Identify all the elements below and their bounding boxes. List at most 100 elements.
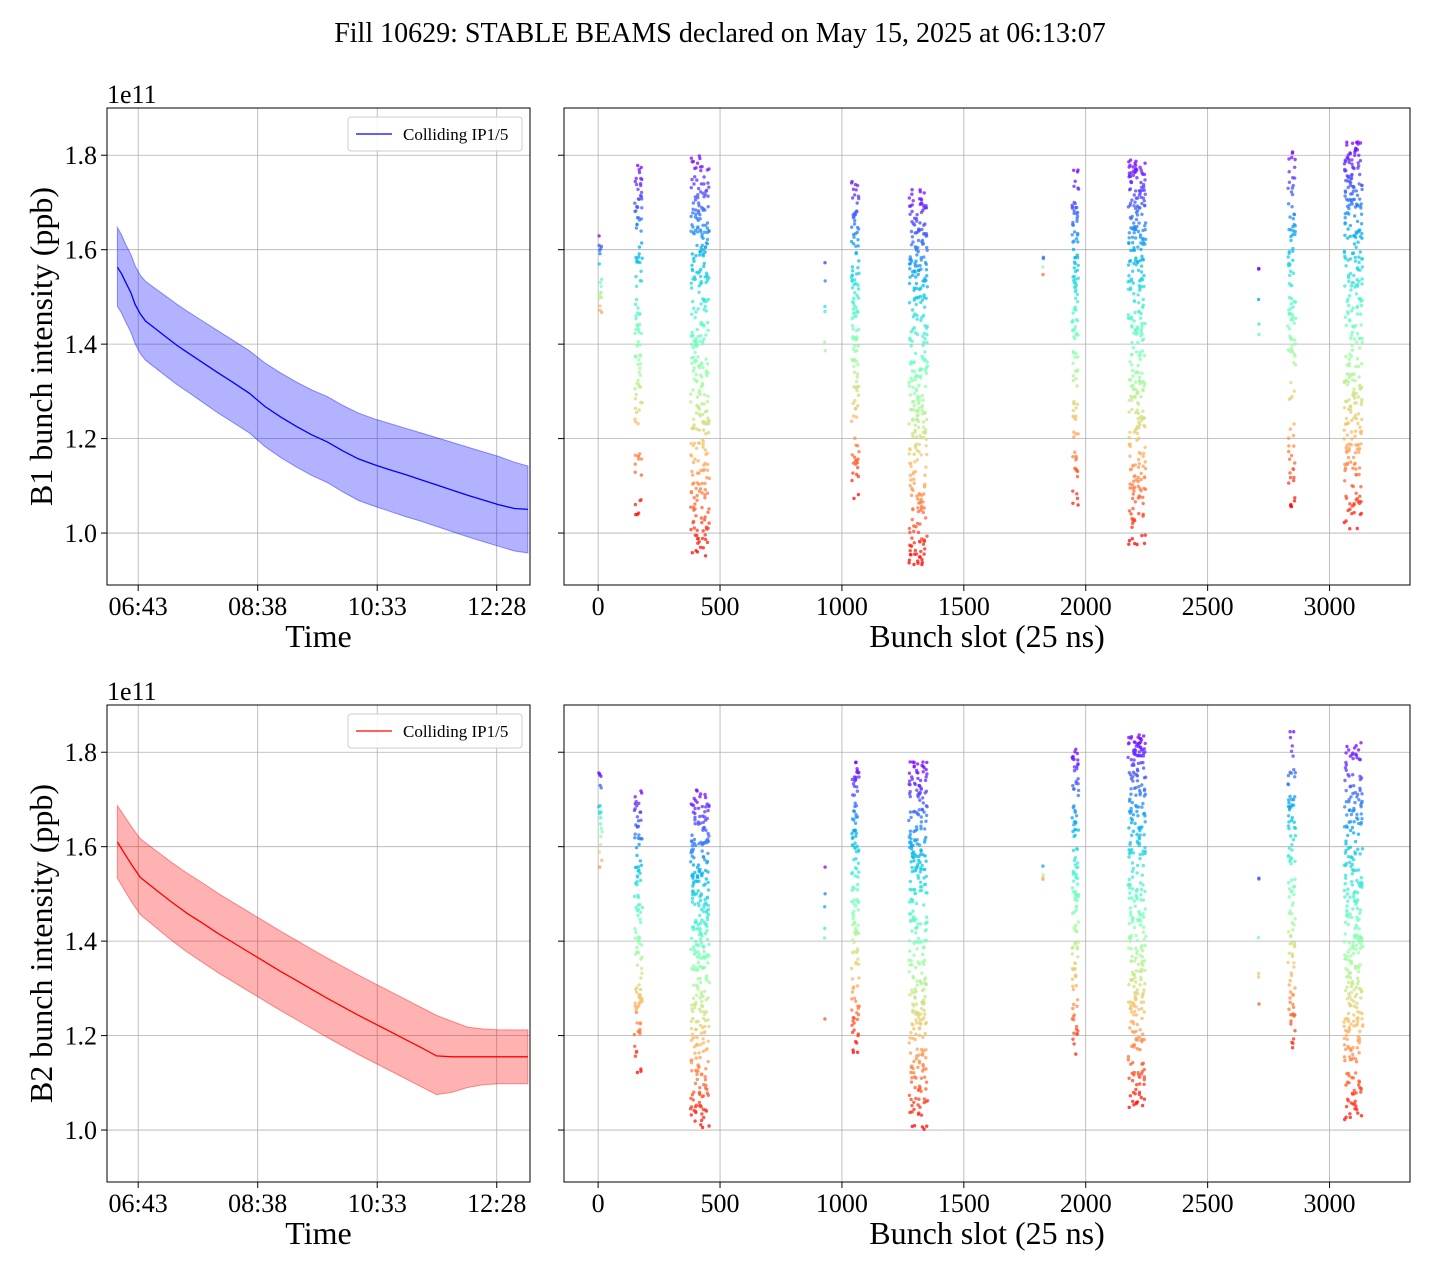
bunch-point bbox=[1356, 847, 1360, 851]
bunch-point bbox=[694, 254, 698, 258]
bunch-point bbox=[692, 259, 696, 263]
bunch-point bbox=[919, 1012, 923, 1016]
bunch-point bbox=[1127, 855, 1131, 859]
bunch-point bbox=[1139, 471, 1143, 476]
bunch-point bbox=[1041, 873, 1045, 877]
bunch-point bbox=[1143, 192, 1148, 196]
bunch-point bbox=[1345, 383, 1350, 387]
bunch-point bbox=[853, 398, 857, 403]
bunch-point bbox=[1142, 1097, 1147, 1101]
bunch-point bbox=[698, 1055, 702, 1060]
bunch-point bbox=[910, 963, 914, 967]
bunch-point bbox=[924, 819, 928, 823]
bunch-point bbox=[908, 832, 912, 837]
bunch-point bbox=[855, 375, 859, 379]
bunch-point bbox=[700, 1112, 704, 1116]
bunch-point bbox=[698, 487, 703, 491]
bunch-point bbox=[1138, 165, 1142, 169]
bunch-point bbox=[1288, 273, 1292, 278]
bunch-point bbox=[1134, 227, 1138, 232]
bunch-point bbox=[701, 546, 705, 550]
bunch-point bbox=[599, 816, 603, 820]
bunch-point bbox=[702, 518, 707, 522]
bunch-point bbox=[1346, 950, 1350, 954]
bunch-point bbox=[823, 1017, 827, 1021]
bunch-point bbox=[1041, 272, 1045, 277]
bunch-point bbox=[1344, 788, 1348, 793]
bunch-point bbox=[924, 296, 928, 300]
bunch-point bbox=[635, 880, 639, 884]
bunch-point bbox=[1140, 944, 1144, 948]
bunch-point bbox=[1354, 491, 1358, 495]
bunch-point bbox=[1345, 985, 1349, 989]
bunch-point bbox=[909, 229, 914, 234]
bunch-point bbox=[1131, 1099, 1135, 1104]
bunch-point bbox=[635, 1049, 639, 1054]
bunch-point bbox=[1132, 763, 1136, 767]
bunch-point bbox=[1074, 283, 1079, 287]
bunch-point bbox=[637, 255, 641, 259]
bunch-point bbox=[921, 425, 926, 429]
bunch-point bbox=[1356, 161, 1360, 165]
bunch-point bbox=[706, 907, 711, 912]
bunch-point bbox=[698, 898, 703, 903]
bunch-point bbox=[1352, 869, 1356, 873]
bunch-point bbox=[1291, 1002, 1295, 1007]
bunch-point bbox=[1133, 959, 1137, 963]
bunch-point bbox=[1073, 833, 1077, 837]
bunch-point bbox=[691, 417, 696, 421]
bunch-point bbox=[700, 383, 705, 387]
bunch-point bbox=[1076, 187, 1081, 191]
bunch-point bbox=[700, 849, 704, 853]
bunch-point bbox=[916, 1065, 920, 1070]
bunch-point bbox=[1074, 1052, 1078, 1056]
bunch-point bbox=[702, 230, 707, 234]
bunch-point bbox=[912, 562, 916, 567]
bunch-point bbox=[633, 1054, 638, 1058]
bunch-point bbox=[1289, 1022, 1293, 1026]
bunch-point bbox=[698, 1023, 703, 1028]
bunch-point bbox=[916, 1012, 920, 1017]
x-tick-label: 0 bbox=[592, 1189, 605, 1218]
bunch-point bbox=[1138, 1047, 1142, 1052]
bunch-point bbox=[638, 353, 642, 357]
bunch-point bbox=[1127, 410, 1131, 414]
bunch-point bbox=[702, 324, 706, 328]
bunch-point bbox=[638, 1027, 642, 1032]
y-tick-label: 1.4 bbox=[65, 927, 98, 956]
bunch-point bbox=[691, 388, 695, 392]
bunch-point bbox=[925, 760, 929, 765]
bunch-point bbox=[691, 925, 696, 929]
bunch-point bbox=[923, 976, 928, 980]
bunch-point bbox=[1291, 901, 1295, 905]
bunch-point bbox=[1131, 346, 1136, 350]
bunch-point bbox=[1143, 466, 1148, 471]
bunch-point bbox=[1287, 481, 1291, 485]
bunch-point bbox=[1344, 323, 1348, 328]
bunch-point bbox=[1071, 223, 1076, 227]
bunch-point bbox=[1136, 293, 1140, 297]
bunch-point bbox=[1350, 880, 1354, 884]
bunch-point bbox=[1349, 784, 1353, 788]
bunch-point bbox=[1292, 941, 1297, 945]
bunch-point bbox=[912, 1100, 916, 1105]
bunch-point bbox=[1351, 943, 1355, 947]
bunch-point bbox=[921, 1053, 925, 1057]
bunch-point bbox=[703, 193, 707, 197]
bunch-point bbox=[850, 286, 855, 290]
bunch-point bbox=[634, 1010, 639, 1015]
x-tick-label: 2000 bbox=[1060, 592, 1112, 621]
bunch-point bbox=[1135, 331, 1140, 335]
bunch-point bbox=[1291, 183, 1295, 188]
bunch-point bbox=[1130, 818, 1135, 822]
x-tick-label: 1500 bbox=[938, 592, 990, 621]
bunch-point bbox=[1137, 750, 1142, 754]
bunch-point bbox=[1142, 747, 1147, 751]
bunch-point bbox=[1256, 935, 1261, 940]
bunch-point bbox=[851, 471, 855, 475]
bunch-point bbox=[1140, 805, 1144, 809]
bunch-point bbox=[707, 419, 711, 423]
bunch-point bbox=[916, 530, 921, 535]
bunch-point bbox=[857, 450, 861, 454]
bunch-point bbox=[925, 332, 929, 337]
